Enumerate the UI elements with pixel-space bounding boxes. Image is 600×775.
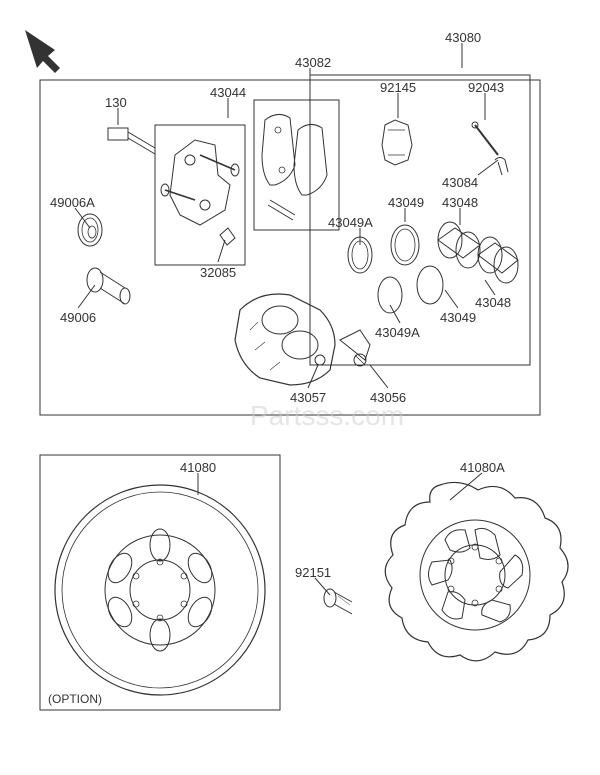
- label-43057: 43057: [290, 390, 326, 405]
- label-43082: 43082: [295, 55, 331, 70]
- label-43048-1: 43048: [442, 195, 478, 210]
- label-43049A-1: 43049A: [328, 215, 373, 230]
- caliper-body-part: [235, 294, 370, 385]
- parts-diagram: Partsss.com 130 43044 43082 43080 92145 …: [0, 0, 600, 775]
- label-49006: 49006: [60, 310, 96, 325]
- diagram-svg: [0, 0, 600, 775]
- boot-seal-part: [87, 268, 130, 304]
- holder-sub-box: [155, 125, 245, 265]
- label-43044: 43044: [210, 85, 246, 100]
- label-43049-1: 43049: [388, 195, 424, 210]
- cotter-pin-part: [495, 158, 508, 176]
- bolt-part: [108, 128, 155, 154]
- label-41080: 41080: [180, 460, 216, 475]
- label-130: 130: [105, 95, 127, 110]
- label-92145: 92145: [380, 80, 416, 95]
- orientation-arrow: [25, 30, 60, 73]
- spring-clip-part: [382, 120, 412, 165]
- pin-part: [472, 122, 498, 155]
- label-43049-2: 43049: [440, 310, 476, 325]
- label-41080A: 41080A: [460, 460, 505, 475]
- holder-part: [161, 140, 239, 245]
- label-92043: 92043: [468, 80, 504, 95]
- brake-pads-part: [262, 114, 327, 220]
- label-49006A: 49006A: [50, 195, 95, 210]
- label-43049A-2: 43049A: [375, 325, 420, 340]
- label-43084: 43084: [442, 175, 478, 190]
- boot-seal-a-part: [78, 214, 102, 246]
- wave-disc-part: [385, 482, 568, 660]
- label-43056: 43056: [370, 390, 406, 405]
- label-43048-2: 43048: [475, 295, 511, 310]
- option-label: (OPTION): [48, 692, 102, 706]
- label-92151: 92151: [295, 565, 331, 580]
- option-disc-part: [55, 485, 265, 695]
- option-disc-box: [40, 455, 280, 710]
- label-32085: 32085: [200, 265, 236, 280]
- label-43080: 43080: [445, 30, 481, 45]
